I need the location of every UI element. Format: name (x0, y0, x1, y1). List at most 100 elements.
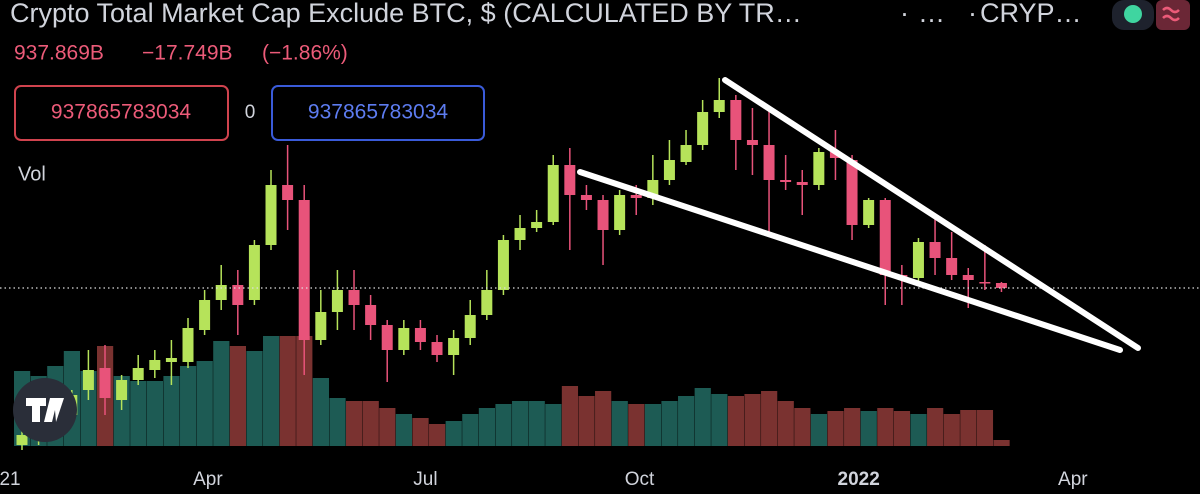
candle-body (995, 283, 1007, 289)
volume-label: Vol (18, 163, 46, 185)
volume-bar (794, 408, 811, 446)
candle-body (912, 242, 924, 278)
separator: · (900, 0, 909, 28)
volume-bar (976, 410, 994, 446)
candle-body (414, 328, 426, 342)
volume-bar (196, 361, 213, 446)
volume-bar (727, 396, 745, 446)
candle-body (315, 312, 327, 340)
candle-body (431, 342, 443, 355)
candle-body (946, 258, 958, 275)
volume-bar (761, 391, 778, 446)
input-box[interactable] (271, 85, 485, 141)
candle-body (697, 112, 709, 145)
volume-bar (512, 401, 529, 446)
x-tick-label: Jul (413, 469, 437, 490)
candle-body (663, 160, 675, 180)
volume-bar (412, 418, 429, 446)
volume-bar (379, 408, 396, 446)
candle-body (780, 180, 792, 182)
volume-bar (960, 410, 977, 446)
logo[interactable] (13, 378, 77, 442)
volume-bar (777, 401, 794, 446)
volume-bar (329, 398, 346, 446)
candle-body (448, 338, 460, 355)
volume-bar (744, 394, 761, 446)
volume-bar (860, 411, 877, 446)
input-box[interactable] (14, 85, 229, 141)
candle-body (929, 242, 941, 258)
candle-body (82, 370, 94, 390)
candle-body (464, 315, 476, 338)
compare-icon[interactable] (1156, 0, 1190, 30)
volume-bar (810, 414, 828, 446)
candle-body (514, 228, 526, 240)
price-change-pct: (−1.86%) (262, 42, 348, 65)
volume-bar (462, 414, 479, 446)
candle-body (116, 380, 128, 400)
x-tick-label: Oct (625, 469, 655, 490)
candle-body (614, 195, 626, 230)
candle-body (99, 368, 111, 398)
volume-bar (545, 404, 562, 446)
input-value: 937865783034 (51, 101, 191, 124)
volume-bar (844, 408, 861, 446)
volume-bar (180, 366, 197, 446)
input-value: 0 (245, 102, 256, 123)
volume-bar (561, 386, 579, 446)
candle-body (846, 160, 858, 225)
x-axis: 21 Apr Jul Oct 2022 Apr (0, 469, 1088, 490)
volume-bar (296, 336, 313, 446)
candle-body (531, 222, 543, 228)
volume-bar (429, 424, 446, 446)
volume-bar (395, 414, 413, 446)
candle-body (647, 180, 659, 198)
candle-body (813, 152, 825, 185)
candle-body (149, 360, 161, 370)
candle-body (265, 185, 277, 245)
last-price: 937.869B (14, 42, 104, 65)
volume-bar (943, 414, 960, 446)
candle-body (365, 305, 377, 325)
volume-bar (661, 401, 678, 446)
candle-body (497, 240, 509, 290)
candle-body (796, 182, 808, 185)
candle-body (215, 285, 227, 300)
compare-glyph (1162, 6, 1180, 22)
candle-body (713, 100, 725, 112)
candle-body (962, 275, 974, 280)
candle-body (630, 195, 642, 198)
x-tick-label: 2022 (838, 469, 880, 490)
candle-body (182, 328, 194, 362)
volume-bar (478, 408, 496, 446)
candle-body (680, 145, 692, 162)
volume-bar (279, 336, 296, 446)
candle-body (746, 140, 758, 145)
logo-glyph (26, 398, 64, 422)
trendline-upper (722, 77, 1141, 351)
input-value: 937865783034 (308, 101, 448, 124)
candle-body (331, 290, 343, 312)
volume-bar (893, 411, 911, 446)
volume-bar (346, 401, 363, 446)
volume-bar (827, 411, 844, 446)
candle-body (165, 358, 177, 362)
volume-bar (146, 381, 164, 446)
volume-bar (595, 391, 612, 446)
candle-body (199, 300, 211, 330)
volume-bar (213, 341, 230, 446)
x-tick-label: Apr (193, 469, 223, 490)
more[interactable]: … (918, 0, 945, 28)
volume-bar (229, 346, 247, 446)
volume-bar (927, 408, 944, 446)
candle-body (248, 245, 260, 300)
separator: · (968, 0, 977, 28)
volume-bar (528, 401, 545, 446)
candle-body (282, 185, 294, 200)
volume-bar (711, 394, 728, 446)
x-tick-label: Apr (1058, 469, 1088, 490)
x-tick-label: 21 (0, 469, 21, 490)
candle-body (232, 285, 244, 305)
price-change: −17.749B (142, 42, 233, 65)
